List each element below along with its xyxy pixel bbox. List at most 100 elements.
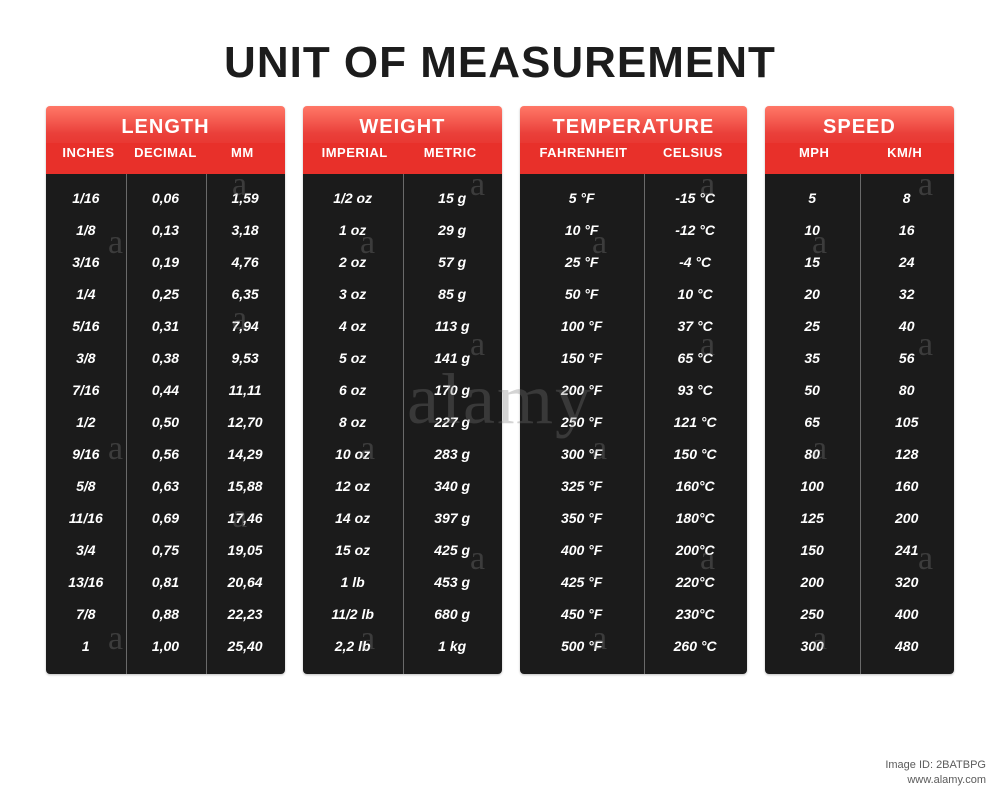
table-cell: 160°C bbox=[643, 478, 747, 494]
table-cell: 40 bbox=[859, 318, 954, 334]
table-cell: 3 oz bbox=[303, 286, 403, 302]
table-cell: -15 °C bbox=[643, 190, 747, 206]
table-cell: 0,38 bbox=[126, 350, 206, 366]
table-cell: 8 oz bbox=[303, 414, 403, 430]
table-row: 11/160,6917,46 bbox=[46, 502, 285, 534]
table-row: 50 °F10 °C bbox=[520, 278, 747, 310]
table-cell: 3/4 bbox=[46, 542, 126, 558]
table-cell: 65 °C bbox=[643, 350, 747, 366]
panel-title: SPEED bbox=[769, 116, 950, 139]
table-cell: 350 °F bbox=[520, 510, 643, 526]
column-header: MPH bbox=[769, 145, 860, 160]
table-cell: 13/16 bbox=[46, 574, 126, 590]
table-cell: 250 bbox=[765, 606, 860, 622]
column-header: INCHES bbox=[50, 145, 127, 160]
column-divider bbox=[126, 174, 127, 674]
table-cell: 25,40 bbox=[205, 638, 285, 654]
table-cell: 3/8 bbox=[46, 350, 126, 366]
table-cell: 425 g bbox=[402, 542, 502, 558]
table-cell: 453 g bbox=[402, 574, 502, 590]
table-row: 150 °F65 °C bbox=[520, 342, 747, 374]
table-cell: 0,19 bbox=[126, 254, 206, 270]
table-cell: 10 oz bbox=[303, 446, 403, 462]
table-cell: 50 °F bbox=[520, 286, 643, 302]
table-cell: 22,23 bbox=[205, 606, 285, 622]
table-cell: 80 bbox=[859, 382, 954, 398]
table-cell: 1 kg bbox=[402, 638, 502, 654]
panel-header-weight: WEIGHTIMPERIALMETRIC bbox=[303, 106, 502, 174]
column-header: KM/H bbox=[859, 145, 950, 160]
table-cell: 9/16 bbox=[46, 446, 126, 462]
column-header: CELSIUS bbox=[643, 145, 743, 160]
table-cell: 25 °F bbox=[520, 254, 643, 270]
table-cell: 57 g bbox=[402, 254, 502, 270]
table-row: 250 °F121 °C bbox=[520, 406, 747, 438]
table-row: 1/80,133,18 bbox=[46, 214, 285, 246]
table-cell: 14 oz bbox=[303, 510, 403, 526]
table-cell: 0,44 bbox=[126, 382, 206, 398]
table-cell: 0,81 bbox=[126, 574, 206, 590]
panel-title: TEMPERATURE bbox=[524, 116, 743, 139]
table-cell: 150 °C bbox=[643, 446, 747, 462]
table-row: 200 °F93 °C bbox=[520, 374, 747, 406]
table-row: 1/40,256,35 bbox=[46, 278, 285, 310]
column-header: FAHRENHEIT bbox=[524, 145, 643, 160]
table-cell: 400 °F bbox=[520, 542, 643, 558]
table-cell: 0,75 bbox=[126, 542, 206, 558]
page: UNIT OF MEASUREMENT LENGTHINCHESDECIMALM… bbox=[0, 0, 1000, 798]
panels-container: LENGTHINCHESDECIMALMM1/160,061,591/80,13… bbox=[0, 106, 1000, 674]
table-row: 5/80,6315,88 bbox=[46, 470, 285, 502]
table-cell: 15 bbox=[765, 254, 860, 270]
table-cell: 113 g bbox=[402, 318, 502, 334]
table-cell: 125 bbox=[765, 510, 860, 526]
table-cell: 150 bbox=[765, 542, 860, 558]
table-row: 3/40,7519,05 bbox=[46, 534, 285, 566]
table-cell: 320 bbox=[859, 574, 954, 590]
table-row: 300 °F150 °C bbox=[520, 438, 747, 470]
table-cell: 15,88 bbox=[205, 478, 285, 494]
table-cell: 250 °F bbox=[520, 414, 643, 430]
panel-subhead: IMPERIALMETRIC bbox=[307, 139, 498, 168]
table-row: 13/160,8120,64 bbox=[46, 566, 285, 598]
panel-body: 5810161524203225403556508065105801281001… bbox=[765, 174, 954, 674]
table-cell: 1 oz bbox=[303, 222, 403, 238]
table-cell: 3/16 bbox=[46, 254, 126, 270]
table-cell: 2,2 lb bbox=[303, 638, 403, 654]
table-cell: 397 g bbox=[402, 510, 502, 526]
table-cell: 5/16 bbox=[46, 318, 126, 334]
table-cell: 11/16 bbox=[46, 510, 126, 526]
table-cell: 170 g bbox=[402, 382, 502, 398]
table-cell: 260 °C bbox=[643, 638, 747, 654]
table-cell: 0,63 bbox=[126, 478, 206, 494]
table-cell: 32 bbox=[859, 286, 954, 302]
table-cell: 6 oz bbox=[303, 382, 403, 398]
table-row: 7/160,4411,11 bbox=[46, 374, 285, 406]
table-cell: 9,53 bbox=[205, 350, 285, 366]
table-cell: 19,05 bbox=[205, 542, 285, 558]
table-row: 7/80,8822,23 bbox=[46, 598, 285, 630]
table-cell: 17,46 bbox=[205, 510, 285, 526]
table-cell: 150 °F bbox=[520, 350, 643, 366]
table-cell: 121 °C bbox=[643, 414, 747, 430]
table-row: 9/160,5614,29 bbox=[46, 438, 285, 470]
table-cell: 340 g bbox=[402, 478, 502, 494]
table-cell: 227 g bbox=[402, 414, 502, 430]
table-cell: 2 oz bbox=[303, 254, 403, 270]
column-header: IMPERIAL bbox=[307, 145, 403, 160]
panel-title: LENGTH bbox=[50, 116, 281, 139]
table-cell: 680 g bbox=[402, 606, 502, 622]
table-cell: 220°C bbox=[643, 574, 747, 590]
table-cell: 5 °F bbox=[520, 190, 643, 206]
table-cell: 5 oz bbox=[303, 350, 403, 366]
column-divider bbox=[206, 174, 207, 674]
table-cell: 1/16 bbox=[46, 190, 126, 206]
table-cell: 14,29 bbox=[205, 446, 285, 462]
panel-length: LENGTHINCHESDECIMALMM1/160,061,591/80,13… bbox=[46, 106, 285, 674]
table-cell: 10 bbox=[765, 222, 860, 238]
table-cell: 93 °C bbox=[643, 382, 747, 398]
table-cell: 300 bbox=[765, 638, 860, 654]
table-cell: 283 g bbox=[402, 446, 502, 462]
table-row: 1/160,061,59 bbox=[46, 182, 285, 214]
table-row: 11,0025,40 bbox=[46, 630, 285, 662]
table-cell: 1 bbox=[46, 638, 126, 654]
